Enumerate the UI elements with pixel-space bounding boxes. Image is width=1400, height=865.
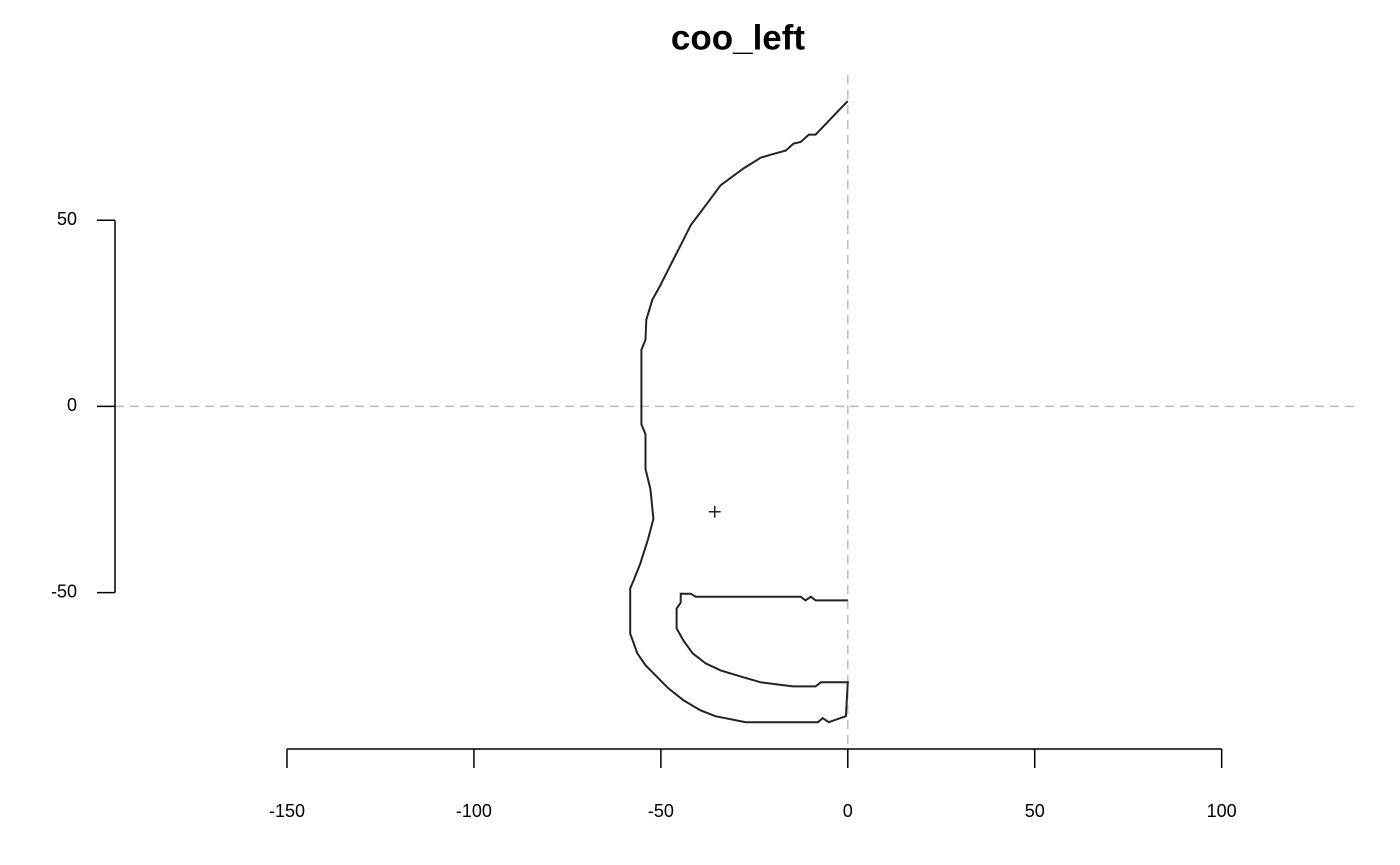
outline bbox=[629, 100, 849, 724]
x-tick-label: -100 bbox=[456, 801, 492, 821]
y-tick-label: 50 bbox=[57, 209, 77, 229]
x-tick-label: 0 bbox=[843, 801, 853, 821]
centroid bbox=[708, 505, 721, 518]
x-tick-label: 100 bbox=[1207, 801, 1237, 821]
x-tick-label: -50 bbox=[648, 801, 674, 821]
y-tick-label: 0 bbox=[67, 395, 77, 415]
y-tick-label: -50 bbox=[51, 581, 77, 601]
chart-title: coo_left bbox=[671, 18, 806, 57]
x-tick-label: 50 bbox=[1025, 801, 1045, 821]
x-tick-label: -150 bbox=[269, 801, 305, 821]
